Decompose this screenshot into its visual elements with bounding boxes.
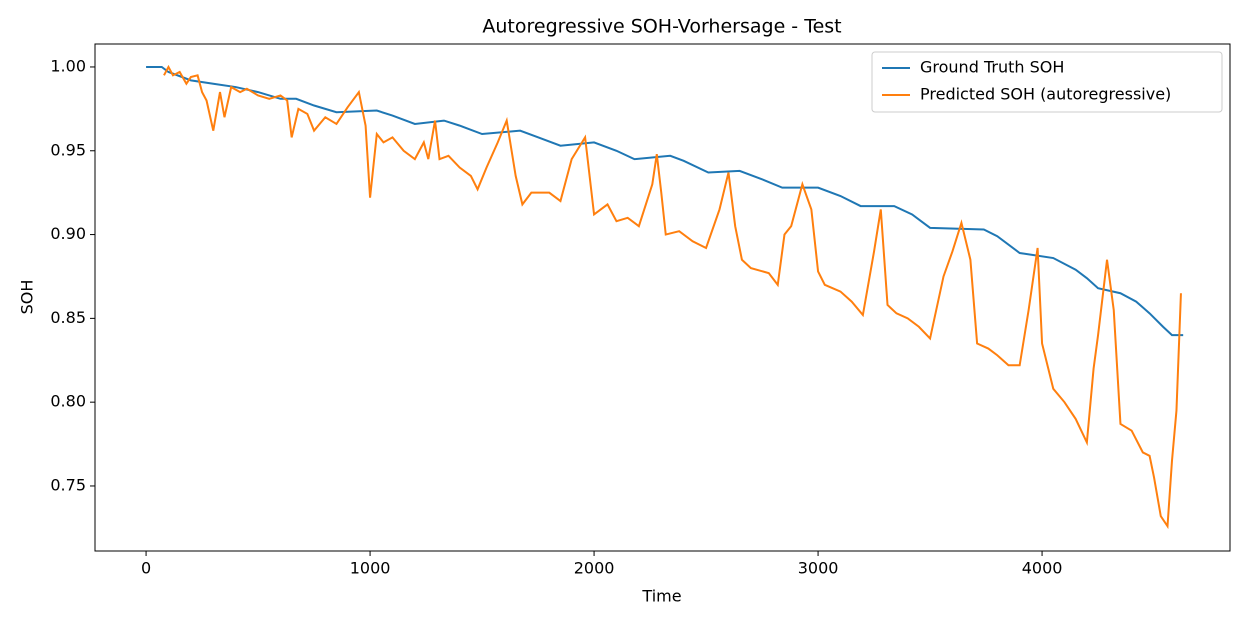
- legend: Ground Truth SOH Predicted SOH (autoregre…: [871, 51, 1223, 113]
- x-tick-label: 1000: [350, 559, 391, 578]
- plot-frame: [94, 43, 1231, 552]
- series-line: [163, 64, 1182, 530]
- x-tick-label: 2000: [574, 559, 615, 578]
- y-axis-label: SOH: [18, 280, 37, 315]
- y-tick-label: 1.00: [50, 56, 86, 75]
- y-tick-label: 0.80: [50, 392, 86, 411]
- y-tick-label: 0.85: [50, 308, 86, 327]
- legend-label: Ground Truth SOH: [920, 58, 1064, 77]
- x-tick-label: 4000: [1022, 559, 1063, 578]
- legend-label: Predicted SOH (autoregressive): [920, 85, 1171, 104]
- x-axis-label: Time: [641, 587, 681, 606]
- series-line: [146, 65, 1184, 337]
- legend-box: [871, 51, 1223, 113]
- x-tick-label: 3000: [798, 559, 839, 578]
- y-tick-label: 0.95: [50, 140, 86, 159]
- x-tick-label: 0: [141, 559, 151, 578]
- chart-title: Autoregressive SOH-Vorhersage - Test: [482, 16, 841, 38]
- y-tick-label: 0.75: [50, 475, 86, 494]
- y-tick-label: 0.90: [50, 224, 86, 243]
